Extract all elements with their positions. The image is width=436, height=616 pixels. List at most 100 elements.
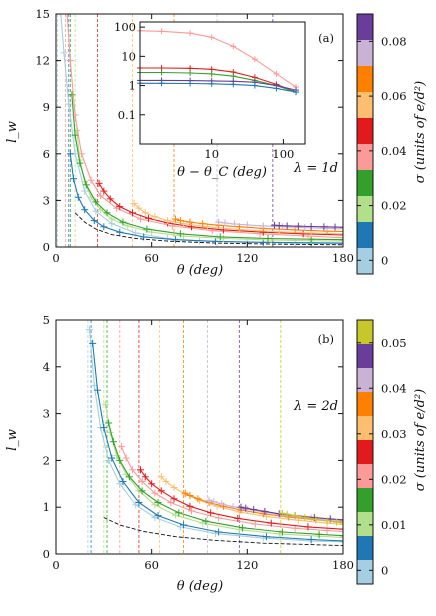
a-point-7-1	[176, 217, 184, 225]
a-colorbar-swatch-2	[357, 196, 373, 222]
inset-point-2-1	[158, 69, 165, 76]
a-point-6-3	[151, 213, 159, 221]
b-point-10-7	[339, 519, 343, 527]
a-point-4-7	[137, 215, 145, 223]
b-point-7-2	[194, 495, 202, 503]
a-point-4-4	[87, 176, 95, 184]
a-point-4-1	[66, 57, 74, 65]
b-point-2-0	[101, 400, 109, 408]
b-point-4-6	[188, 507, 196, 515]
b-point-5-5	[186, 502, 194, 510]
a-point-2-12	[339, 237, 343, 245]
inset-point-4-7	[293, 89, 300, 96]
inset-point-0-1	[158, 28, 165, 35]
b-ytick-label-4: 4	[43, 360, 50, 374]
b-point-5-1	[141, 473, 149, 481]
a-colorbar-label: σ (units of e/d²)	[413, 81, 428, 183]
b-point-3-0	[105, 419, 113, 427]
b-colorbar-label: σ (units of e/d²)	[413, 389, 428, 491]
b-point-10-3	[301, 513, 309, 521]
b-point-8-4	[243, 506, 251, 514]
inset-series-line-0	[139, 30, 297, 88]
b-point-5-8	[267, 519, 275, 527]
a-point-0-12	[339, 240, 343, 247]
b-point-4-11	[339, 528, 343, 536]
a-point-8-1	[221, 219, 229, 227]
b-point-1-2	[100, 424, 108, 432]
a-point-3-4	[92, 198, 100, 206]
a-colorbar-swatch-5	[357, 118, 373, 144]
a-point-1-4	[90, 217, 98, 225]
a-point-3-11	[307, 235, 315, 243]
b-point-9-8	[339, 516, 343, 524]
b-colorbar-swatch-1	[357, 536, 373, 560]
a-xtick-label-1: 60	[144, 251, 159, 265]
b-point-1-7	[180, 521, 188, 529]
a-point-6-1	[135, 204, 143, 212]
b-point-8-0	[205, 496, 213, 504]
inset-point-4-3	[208, 80, 215, 87]
a-point-2-4	[97, 206, 105, 214]
b-point-9-2	[250, 506, 258, 514]
a-point-2-5	[108, 215, 116, 223]
a-point-1-3	[81, 206, 89, 214]
a-point-0-4	[81, 187, 89, 195]
a-point-1-12	[339, 239, 343, 247]
b-colorbar-frame	[356, 319, 374, 585]
a-point-1-6	[116, 228, 124, 236]
b-colorbar-swatch-0	[357, 560, 373, 584]
b-point-5-9	[304, 523, 312, 531]
a-point-5-8	[219, 226, 227, 234]
b-point-8-2	[218, 500, 226, 508]
a-point-5-2	[106, 195, 114, 203]
a-point-9-5	[320, 223, 328, 231]
b-point-3-9	[278, 528, 286, 536]
a-point-6-4	[164, 217, 172, 225]
b-series-line-7	[184, 492, 343, 523]
inset-point-4-5	[251, 82, 258, 89]
b-point-1-9	[262, 533, 270, 541]
b-point-3-7	[202, 517, 210, 525]
b-colorbar-swatch-3	[357, 488, 373, 512]
a-point-4-6	[113, 204, 121, 212]
b-xtick-label-1: 60	[144, 558, 159, 572]
a-colorbar-swatch-3	[357, 170, 373, 196]
b-point-6-1	[162, 477, 170, 485]
b-point-4-1	[122, 454, 130, 462]
a-point-1-9	[211, 237, 219, 245]
a-series-line-5	[98, 183, 343, 236]
a-ytick-label-2: 6	[43, 147, 50, 161]
b-series-line-4	[120, 446, 343, 533]
b-point-1-11	[339, 537, 343, 545]
b-point-9-1	[242, 504, 250, 512]
a-xtick-label-0: 0	[52, 251, 59, 265]
a-point-8-8	[339, 225, 343, 233]
a-series-line-10	[74, 212, 343, 246]
b-colorbar: 0 0.01 0.02 0.03 0.04 0.05	[356, 319, 407, 585]
a-ytick-label-1: 3	[43, 193, 50, 207]
b-point-4-3	[138, 477, 146, 485]
b-colorbar-swatch-6	[357, 416, 373, 440]
a-point-8-4	[259, 222, 267, 230]
b-point-8-1	[210, 498, 218, 506]
b-point-4-0	[117, 442, 125, 450]
a-point-5-4	[129, 209, 137, 217]
panel-a: 0 60 120 180 0 3 6 9 12 15 (a) λ = 1d θ (deg) l_w…	[5, 7, 428, 278]
a-colorbar-swatch-8	[357, 40, 373, 66]
a-point-3-5	[103, 209, 111, 217]
a-panel-label: (a)	[318, 31, 334, 45]
inset-axis-ticks: 10 100 0.1 1 10 100	[114, 20, 294, 161]
a-point-3-9	[216, 233, 224, 241]
inset-point-4-1	[158, 80, 165, 87]
a-point-1-2	[74, 193, 82, 201]
a-annotation: λ = 1d	[293, 161, 338, 176]
b-point-4-7	[215, 514, 223, 522]
a-colorbar: 0 0.02 0.04 0.06 0.08	[356, 13, 407, 275]
a-point-3-12	[339, 236, 343, 244]
b-point-10-1	[283, 510, 291, 518]
a-point-8-2	[231, 220, 239, 228]
a-point-0-0	[57, 14, 65, 18]
inset-xlabel: θ − θ_C (deg)	[177, 165, 267, 180]
b-point-0-11	[339, 538, 343, 546]
a-colorbar-tick-label-1: 0.02	[381, 199, 407, 213]
